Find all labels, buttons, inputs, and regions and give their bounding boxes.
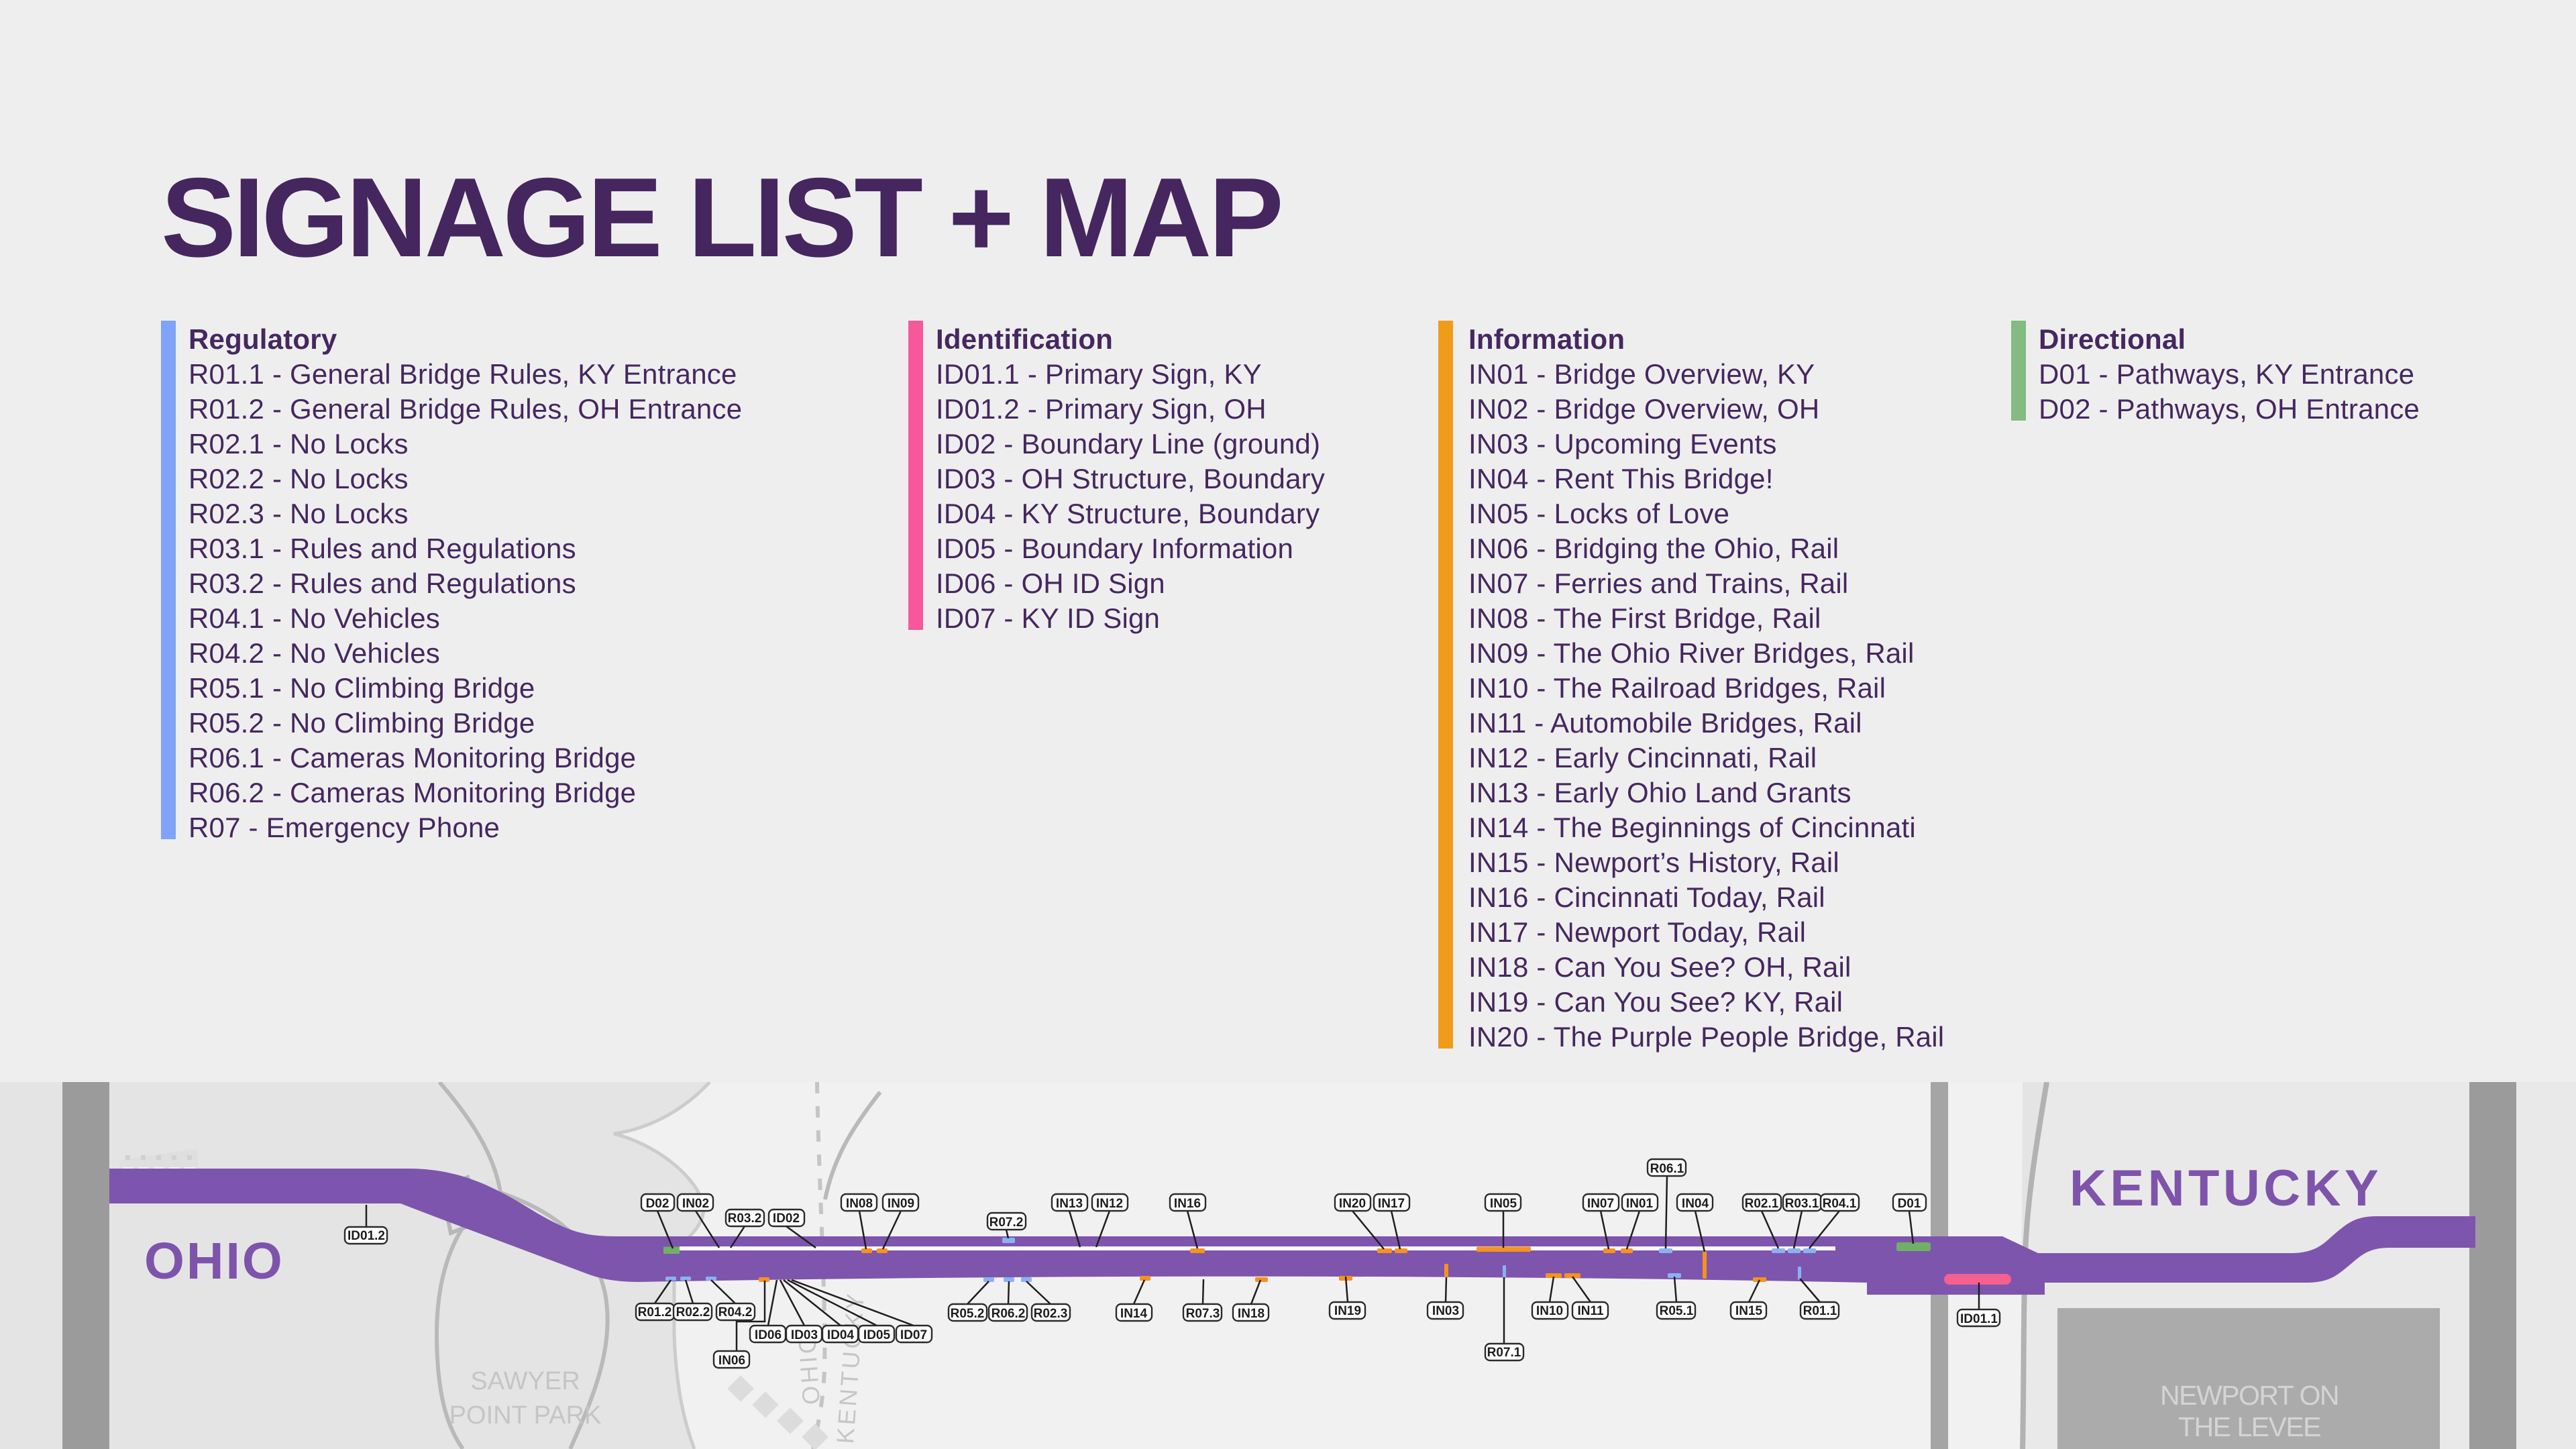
svg-text:ID01.2: ID01.2	[347, 1229, 385, 1243]
svg-text:ID02: ID02	[773, 1212, 800, 1226]
svg-text:IN12: IN12	[1096, 1197, 1123, 1211]
svg-text:R06.2: R06.2	[991, 1307, 1026, 1321]
svg-text:IN19: IN19	[1334, 1304, 1361, 1318]
svg-text:ID03: ID03	[791, 1328, 818, 1342]
svg-text:IN16: IN16	[1174, 1197, 1201, 1211]
svg-text:ID05: ID05	[863, 1328, 891, 1342]
svg-text:R02.3: R02.3	[1034, 1307, 1068, 1321]
svg-text:IN07: IN07	[1587, 1197, 1614, 1211]
svg-text:IN20: IN20	[1339, 1197, 1366, 1211]
svg-text:IN17: IN17	[1378, 1197, 1405, 1211]
svg-text:R07.1: R07.1	[1487, 1346, 1521, 1360]
svg-text:R03.2: R03.2	[728, 1212, 762, 1226]
svg-text:R03.1: R03.1	[1785, 1197, 1819, 1211]
svg-text:IN05: IN05	[1490, 1197, 1517, 1211]
svg-text:R07.3: R07.3	[1186, 1307, 1220, 1321]
svg-text:R02.2: R02.2	[676, 1305, 710, 1320]
svg-text:IN01: IN01	[1626, 1197, 1654, 1211]
svg-text:IN13: IN13	[1056, 1197, 1083, 1211]
svg-text:R02.1: R02.1	[1745, 1197, 1779, 1211]
svg-text:R05.1: R05.1	[1660, 1304, 1694, 1318]
svg-text:THE LEVEE: THE LEVEE	[2178, 1411, 2320, 1442]
svg-text:ID01.1: ID01.1	[1960, 1312, 1998, 1326]
svg-text:IN04: IN04	[1682, 1197, 1709, 1211]
svg-text:R04.2: R04.2	[718, 1305, 753, 1320]
svg-text:ID06: ID06	[755, 1328, 782, 1342]
svg-text:IN10: IN10	[1536, 1304, 1563, 1318]
svg-text:SAWYER: SAWYER	[470, 1367, 580, 1395]
svg-text:OHIO: OHIO	[793, 1332, 825, 1406]
svg-text:IN09: IN09	[888, 1197, 914, 1211]
svg-text:IN18: IN18	[1238, 1307, 1265, 1321]
svg-text:D02: D02	[646, 1197, 669, 1211]
svg-text:KENTUCKY: KENTUCKY	[2070, 1160, 2382, 1217]
svg-text:POINT PARK: POINT PARK	[449, 1401, 602, 1430]
svg-text:R01.2: R01.2	[638, 1305, 672, 1320]
svg-text:R06.1: R06.1	[1650, 1162, 1684, 1176]
svg-text:IN14: IN14	[1120, 1307, 1148, 1321]
svg-text:R05.2: R05.2	[951, 1307, 985, 1321]
svg-text:R04.1: R04.1	[1823, 1197, 1857, 1211]
svg-text:D01: D01	[1898, 1197, 1921, 1211]
svg-text:R01.1: R01.1	[1803, 1304, 1837, 1318]
svg-text:R07.2: R07.2	[989, 1216, 1024, 1230]
svg-text:ID07: ID07	[900, 1328, 927, 1342]
svg-text:IN08: IN08	[846, 1197, 873, 1211]
svg-text:OHIO: OHIO	[144, 1232, 284, 1290]
svg-text:IN11: IN11	[1577, 1304, 1604, 1318]
svg-text:IN15: IN15	[1735, 1304, 1763, 1318]
svg-text:ID04: ID04	[827, 1328, 855, 1342]
svg-text:NEWPORT ON: NEWPORT ON	[2160, 1380, 2339, 1411]
svg-text:IN02: IN02	[682, 1197, 709, 1211]
svg-text:IN03: IN03	[1432, 1304, 1459, 1318]
svg-text:IN06: IN06	[718, 1354, 745, 1368]
